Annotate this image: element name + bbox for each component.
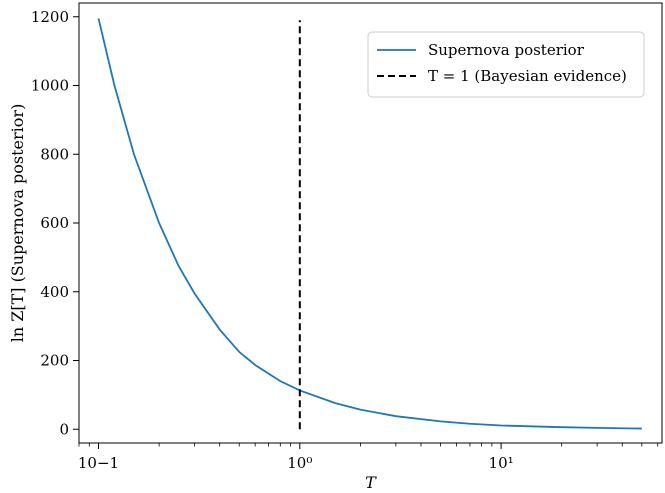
- x-axis-label: T: [365, 473, 377, 492]
- y-tick-label: 200: [40, 352, 69, 370]
- y-tick-label: 800: [40, 145, 69, 163]
- y-tick-label: 400: [40, 283, 69, 301]
- plot-content: [97, 18, 642, 430]
- y-tick-label: 1200: [31, 8, 69, 26]
- y-axis: 0 200 400 600 800 1000 1200: [31, 8, 79, 438]
- y-tick-label: 0: [59, 420, 69, 438]
- series-line-1: [97, 18, 642, 430]
- x-tick-label: 10¹: [489, 454, 514, 472]
- x-tick-label: 10⁰: [287, 454, 312, 472]
- x-tick-label: 10−1: [78, 454, 119, 472]
- y-tick-label: 600: [40, 214, 69, 232]
- legend-box: [367, 31, 645, 98]
- x-axis: 10−1 10⁰ 10¹: [78, 443, 659, 472]
- y-tick-label: 1000: [31, 77, 69, 95]
- y-axis-label: ln Z[T] (Supernova posterior): [8, 104, 27, 343]
- legend: Supernova posterior T = 1 (Bayesian evide…: [367, 31, 645, 98]
- legend-label: T = 1 (Bayesian evidence): [428, 67, 627, 85]
- legend-label: Supernova posterior: [428, 41, 585, 59]
